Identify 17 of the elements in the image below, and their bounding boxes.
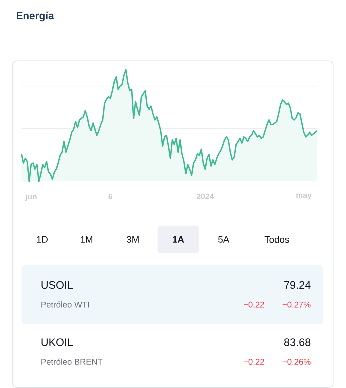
category-label: 1M — [80, 236, 92, 243]
category-label: 1A — [173, 236, 184, 243]
text: 83.68 — [284, 338, 311, 346]
text: −0.26% — [282, 359, 311, 365]
text: 79.24 — [284, 281, 311, 290]
category-label: Todos — [264, 236, 290, 244]
category-label: 5A — [218, 236, 230, 243]
text: Petróleo BRENT — [42, 358, 103, 365]
chart-title: Energía — [16, 12, 54, 22]
category-label: 3M — [126, 236, 139, 243]
category-label: 1D — [37, 236, 48, 243]
text: USOIL — [42, 281, 74, 290]
text: UKOIL — [42, 338, 74, 346]
text: −0.22 — [244, 359, 264, 365]
text: −0.22 — [244, 302, 264, 308]
text: −0.27% — [282, 302, 311, 308]
text: Petróleo WTI — [42, 302, 90, 308]
